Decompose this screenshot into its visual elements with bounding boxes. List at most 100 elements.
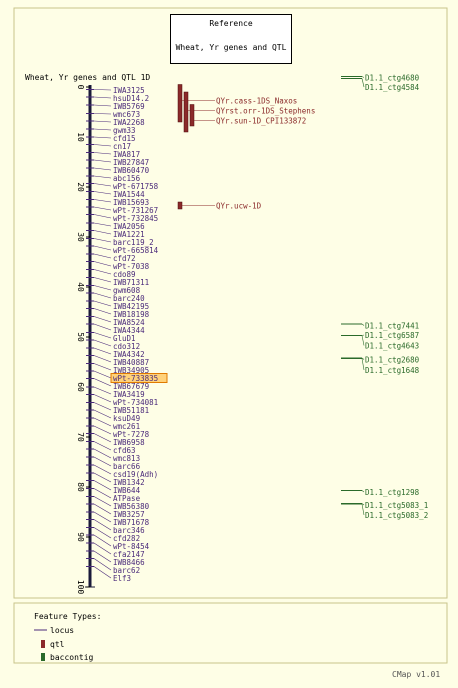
locus-label[interactable]: IWB40887 xyxy=(113,358,149,367)
locus-label[interactable]: cfd63 xyxy=(113,446,136,455)
locus-label[interactable]: csd19(Adh) xyxy=(113,470,158,479)
locus-52[interactable]: IWB56380 xyxy=(86,496,150,512)
reference-map-name[interactable]: Wheat, Yr genes and QTL xyxy=(175,43,287,52)
locus-48[interactable]: csd19(Adh) xyxy=(86,464,158,479)
locus-32[interactable]: cdo312 xyxy=(86,339,140,351)
locus-label[interactable]: IWA3419 xyxy=(113,390,145,399)
locus-label[interactable]: cfa2147 xyxy=(113,550,145,559)
locus-35[interactable]: IWB34905 xyxy=(86,363,149,376)
contig-label[interactable]: D1.1_ctg4643 xyxy=(365,342,419,351)
qtl-label[interactable]: QYr.sun-1D_CPI133872 xyxy=(216,117,306,126)
locus-14[interactable]: IWB15693 xyxy=(86,198,149,207)
locus-61[interactable]: Elf3 xyxy=(86,566,131,584)
locus-label[interactable]: IWA1221 xyxy=(113,230,145,239)
locus-label[interactable]: IWB5769 xyxy=(113,102,145,111)
locus-40[interactable]: IWB51181 xyxy=(86,402,149,416)
locus-label[interactable]: ATPase xyxy=(113,494,141,503)
locus-label[interactable]: IWB8466 xyxy=(113,558,145,567)
locus-15[interactable]: wPt-731267 xyxy=(86,206,158,215)
qtl-bar[interactable] xyxy=(189,104,195,127)
qtl-bar[interactable] xyxy=(183,91,189,133)
locus-label[interactable]: IWB644 xyxy=(113,486,141,495)
locus-label[interactable]: IWB1342 xyxy=(113,478,145,487)
locus-label[interactable]: wPt-8454 xyxy=(113,542,150,551)
locus-label[interactable]: wmc673 xyxy=(113,110,140,119)
contig-label[interactable]: D1.1_ctg2680 xyxy=(365,356,420,365)
contig-5[interactable]: D1.1_ctg2680 xyxy=(341,356,420,365)
locus-23[interactable]: cdo89 xyxy=(86,269,136,280)
locus-1[interactable]: hsuD14.2 xyxy=(86,94,149,103)
locus-0[interactable]: IWA3125 xyxy=(86,86,145,95)
locus-label[interactable]: cn17 xyxy=(113,142,131,151)
locus-label[interactable]: wPt-731267 xyxy=(113,206,158,215)
locus-33[interactable]: IWA4342 xyxy=(86,347,145,359)
locus-55[interactable]: barc346 xyxy=(86,519,145,536)
locus-42[interactable]: wmc261 xyxy=(86,417,140,431)
locus-label[interactable]: IWA2056 xyxy=(113,222,145,231)
locus-4[interactable]: IWA2268 xyxy=(86,118,145,127)
locus-label[interactable]: cfd72 xyxy=(113,254,136,263)
contig-9[interactable]: D1.1_ctg5083_2 xyxy=(341,503,428,520)
locus-6[interactable]: cfd15 xyxy=(86,134,136,143)
locus-34[interactable]: IWB40887 xyxy=(86,355,149,368)
locus-label[interactable]: IWB71678 xyxy=(113,518,150,527)
locus-label[interactable]: GluD1 xyxy=(113,334,136,343)
locus-51[interactable]: ATPase xyxy=(86,488,141,504)
qtl-2[interactable]: QYr.sun-1D_CPI133872 xyxy=(189,104,306,127)
locus-label[interactable]: IWB34905 xyxy=(113,366,149,375)
locus-label[interactable]: wPt-7278 xyxy=(113,430,150,439)
locus-label[interactable]: IWA4342 xyxy=(113,350,145,359)
locus-label[interactable]: barc62 xyxy=(113,566,140,575)
locus-13[interactable]: IWA1544 xyxy=(86,190,145,199)
locus-37[interactable]: IWB67679 xyxy=(86,378,149,392)
locus-label[interactable]: barc346 xyxy=(113,526,145,535)
locus-label[interactable]: wPt-734081 xyxy=(113,398,158,407)
contig-6[interactable]: D1.1_ctg1648 xyxy=(341,358,420,376)
locus-38[interactable]: IWA3419 xyxy=(86,386,145,399)
locus-label[interactable]: wmc261 xyxy=(113,422,140,431)
locus-56[interactable]: cfd282 xyxy=(86,527,140,544)
locus-44[interactable]: IWB6958 xyxy=(86,433,145,448)
contig-0[interactable]: D1.1_ctg4680 xyxy=(341,74,420,83)
locus-24[interactable]: IWB71311 xyxy=(86,277,149,288)
locus-label[interactable]: ksuD49 xyxy=(113,414,140,423)
locus-2[interactable]: IWB5769 xyxy=(86,102,145,111)
qtl-label[interactable]: QYrst.orr-1DS_Stephens xyxy=(216,107,315,116)
locus-label[interactable]: gwm608 xyxy=(113,286,141,295)
locus-label[interactable]: wPt-733835 xyxy=(113,374,158,383)
locus-57[interactable]: wPt-8454 xyxy=(86,534,150,551)
locus-54[interactable]: IWB71678 xyxy=(86,511,150,527)
locus-label[interactable]: wPt-665814 xyxy=(113,246,159,255)
locus-label[interactable]: abc156 xyxy=(113,174,141,183)
locus-label[interactable]: cfd15 xyxy=(113,134,136,143)
locus-label[interactable]: cfd282 xyxy=(113,534,140,543)
locus-30[interactable]: IWA4344 xyxy=(86,323,145,335)
contig-1[interactable]: D1.1_ctg4584 xyxy=(341,78,420,93)
locus-59[interactable]: IWB8466 xyxy=(86,550,145,567)
contig-7[interactable]: D1.1_ctg1298 xyxy=(341,488,420,497)
contig-label[interactable]: D1.1_ctg4680 xyxy=(365,74,420,83)
contig-label[interactable]: D1.1_ctg5083_2 xyxy=(365,511,428,520)
locus-label[interactable]: hsuD14.2 xyxy=(113,94,149,103)
locus-20[interactable]: wPt-665814 xyxy=(86,245,159,255)
locus-27[interactable]: IWB42195 xyxy=(86,300,149,311)
locus-19[interactable]: barc119_2 xyxy=(86,238,154,247)
locus-label[interactable]: IWB51181 xyxy=(113,406,149,415)
locus-label[interactable]: IWB60470 xyxy=(113,166,150,175)
contig-label[interactable]: D1.1_ctg6587 xyxy=(365,331,419,340)
locus-39[interactable]: wPt-734081 xyxy=(86,394,158,408)
locus-label[interactable]: IWA2268 xyxy=(113,118,145,127)
locus-label[interactable]: gwm33 xyxy=(113,126,136,135)
locus-9[interactable]: IWB27847 xyxy=(86,158,149,167)
contig-label[interactable]: D1.1_ctg7441 xyxy=(365,322,419,331)
contig-label[interactable]: D1.1_ctg5083_1 xyxy=(365,501,428,510)
locus-31[interactable]: GluD1 xyxy=(86,332,136,344)
map-title[interactable]: Wheat, Yr genes and QTL 1D xyxy=(25,73,151,82)
locus-label[interactable]: cdo312 xyxy=(113,342,140,351)
contig-2[interactable]: D1.1_ctg7441 xyxy=(341,322,419,331)
locus-53[interactable]: IWB3257 xyxy=(86,503,145,519)
locus-label[interactable]: IWB42195 xyxy=(113,302,149,311)
locus-label[interactable]: IWB18198 xyxy=(113,310,150,319)
locus-18[interactable]: IWA1221 xyxy=(86,230,145,239)
locus-45[interactable]: cfd63 xyxy=(86,441,136,456)
